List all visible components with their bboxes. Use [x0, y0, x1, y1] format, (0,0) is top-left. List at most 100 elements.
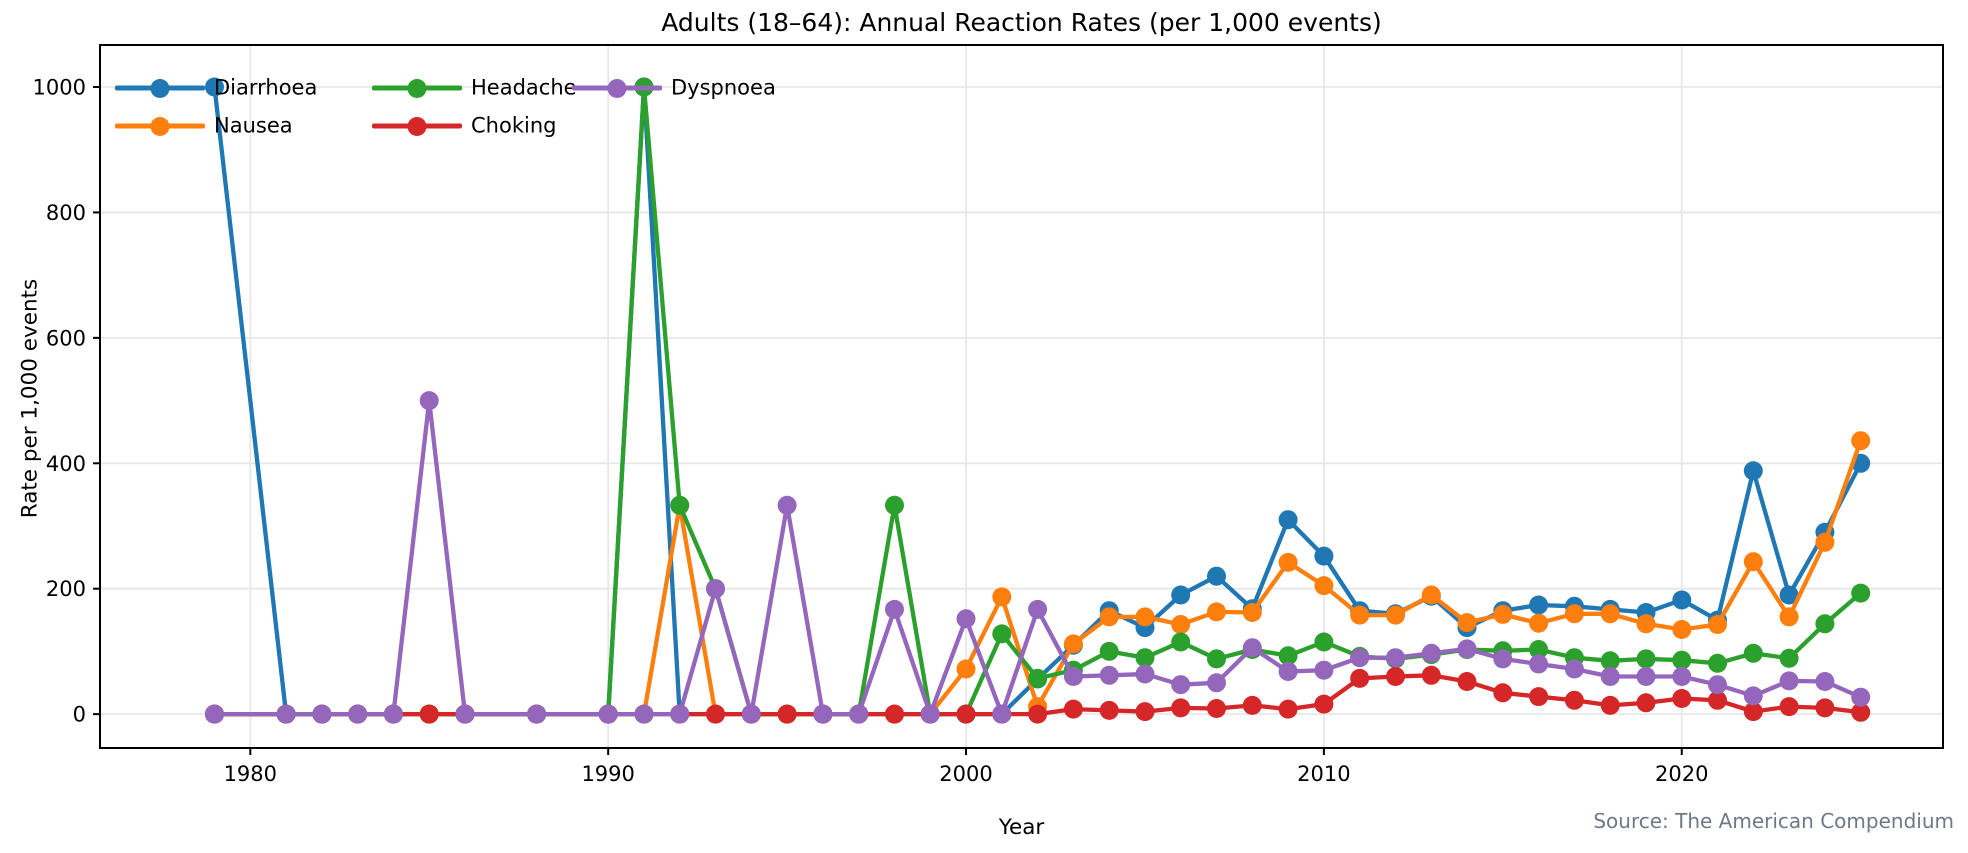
- data-point-headache: [1743, 643, 1763, 663]
- data-point-choking: [885, 704, 904, 724]
- data-point-headache: [1779, 648, 1799, 668]
- data-point-nausea: [1457, 613, 1477, 633]
- data-point-dyspnoea: [312, 704, 332, 724]
- data-point-nausea: [1099, 607, 1119, 627]
- data-point-diarrhoea: [1529, 595, 1549, 615]
- data-point-nausea: [1242, 603, 1262, 622]
- data-point-headache: [1636, 649, 1656, 669]
- x-axis-label: Year: [998, 815, 1045, 840]
- gridlines: [100, 45, 1943, 748]
- data-point-choking: [777, 704, 797, 724]
- data-point-nausea: [1421, 585, 1441, 605]
- data-point-dyspnoea: [1779, 671, 1799, 691]
- data-point-nausea: [1278, 552, 1298, 572]
- data-point-nausea: [1779, 607, 1799, 627]
- data-point-nausea: [1600, 604, 1620, 624]
- data-point-dyspnoea: [1457, 639, 1477, 659]
- data-point-dyspnoea: [1493, 649, 1513, 669]
- data-point-dyspnoea: [920, 704, 940, 724]
- data-point-choking: [1207, 699, 1226, 718]
- data-point-dyspnoea: [634, 704, 654, 724]
- data-point-dyspnoea: [1242, 638, 1262, 658]
- data-point-dyspnoea: [885, 599, 904, 619]
- data-point-dyspnoea: [1708, 675, 1727, 695]
- data-point-diarrhoea: [1207, 566, 1226, 586]
- data-point-choking: [1815, 698, 1835, 718]
- data-point-dyspnoea: [956, 609, 976, 629]
- data-point-dyspnoea: [1600, 667, 1620, 686]
- data-point-nausea: [956, 659, 976, 679]
- axes-spines: [99, 44, 1944, 749]
- data-point-dyspnoea: [1171, 675, 1191, 695]
- data-point-diarrhoea: [1278, 510, 1298, 530]
- data-point-choking: [1493, 683, 1513, 703]
- data-point-nausea: [1063, 634, 1083, 654]
- data-point-choking: [1564, 690, 1584, 710]
- data-point-dyspnoea: [419, 391, 439, 411]
- data-point-headache: [1851, 583, 1871, 603]
- data-point-dyspnoea: [348, 704, 368, 724]
- data-point-choking: [1278, 699, 1298, 719]
- data-point-dyspnoea: [383, 704, 403, 724]
- data-point-nausea: [1386, 605, 1405, 625]
- series-dyspnoea: [205, 391, 1871, 724]
- data-point-nausea: [1350, 605, 1370, 625]
- data-point-dyspnoea: [276, 704, 296, 724]
- data-point-choking: [1314, 694, 1334, 714]
- data-point-headache: [1708, 653, 1727, 673]
- data-point-dyspnoea: [1743, 686, 1763, 706]
- axis-ticks: 1980 1990 2000 2010 2020 0 200 400 600 800 1000: [33, 76, 1709, 786]
- x-tick-label: 2000: [939, 762, 992, 786]
- data-point-choking: [1457, 672, 1477, 691]
- y-tick-label: 800: [46, 201, 86, 225]
- data-point-headache: [1672, 650, 1692, 670]
- x-tick-label: 1980: [224, 762, 277, 786]
- data-point-headache: [1600, 651, 1620, 671]
- chart-title: Adults (18–64): Annual Reaction Rates (p…: [661, 8, 1382, 37]
- x-tick-label: 1990: [581, 762, 634, 786]
- data-point-choking: [1636, 693, 1656, 713]
- x-tick-label: 2010: [1297, 762, 1350, 786]
- data-point-choking: [1099, 700, 1119, 720]
- data-point-choking: [1135, 702, 1155, 722]
- y-tick-label: 200: [46, 577, 86, 601]
- y-tick-label: 1000: [33, 76, 86, 100]
- data-point-dyspnoea: [1529, 654, 1549, 674]
- data-point-diarrhoea: [1314, 546, 1334, 566]
- y-tick-label: 0: [73, 703, 86, 727]
- data-point-dyspnoea: [1135, 664, 1155, 684]
- data-point-nausea: [1743, 552, 1763, 572]
- data-point-dyspnoea: [1099, 665, 1119, 685]
- data-point-dyspnoea: [1028, 599, 1048, 619]
- data-point-choking: [1708, 690, 1727, 710]
- data-point-dyspnoea: [1063, 667, 1083, 686]
- data-point-headache: [1815, 614, 1835, 634]
- x-tick-label: 2020: [1655, 762, 1708, 786]
- data-point-nausea: [1493, 604, 1513, 624]
- data-point-dyspnoea: [813, 704, 833, 724]
- data-point-nausea: [1564, 604, 1584, 624]
- data-point-nausea: [1672, 620, 1692, 639]
- data-point-choking: [956, 704, 976, 724]
- data-point-choking: [1171, 698, 1191, 718]
- data-point-dyspnoea: [670, 704, 690, 724]
- y-tick-label: 600: [46, 326, 86, 350]
- data-point-dyspnoea: [1815, 672, 1835, 691]
- data-point-choking: [1743, 702, 1763, 722]
- data-point-dyspnoea: [741, 704, 761, 724]
- source-note: Source: The American Compendium: [1593, 809, 1954, 833]
- data-point-dyspnoea: [706, 579, 725, 599]
- data-point-choking: [1779, 697, 1799, 717]
- data-point-headache: [885, 495, 904, 515]
- data-point-choking: [419, 704, 439, 724]
- data-point-headache: [670, 495, 690, 515]
- data-point-choking: [1600, 695, 1620, 715]
- data-point-diarrhoea: [205, 77, 224, 97]
- data-point-headache: [1028, 668, 1048, 688]
- data-point-diarrhoea: [1171, 585, 1191, 605]
- data-point-nausea: [1314, 576, 1334, 596]
- data-point-dyspnoea: [1851, 687, 1871, 707]
- data-point-headache: [992, 624, 1012, 644]
- data-point-dyspnoea: [1350, 648, 1370, 668]
